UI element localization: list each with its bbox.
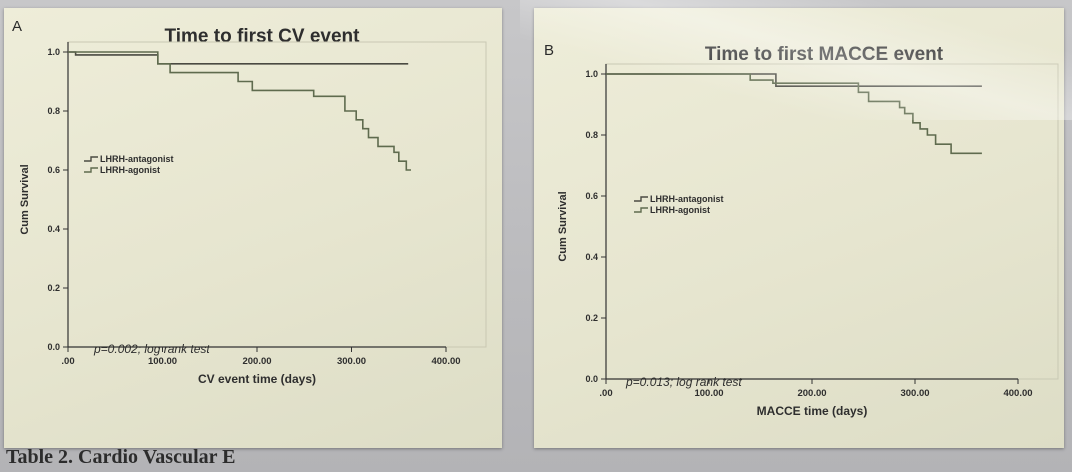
chart-a-x-tick-label-1: 100.00 (148, 356, 177, 367)
chart-b-legend-label-1: LHRH-agonist (650, 205, 710, 215)
chart-a-x-tick-label-2: 200.00 (242, 356, 271, 367)
table-caption: Table 2. Cardio Vascular E (6, 446, 236, 468)
chart-b: Time to first MACCE event 0.0 0.2 0.4 0.6 0.8… (557, 44, 1059, 418)
chart-b-y-tick-label-5: 1.0 (585, 69, 598, 79)
panel-a-letter: A (12, 18, 23, 35)
chart-b-y-tick-label-0: 0.0 (585, 374, 598, 384)
chart-b-x-tick-label-0: .00 (599, 388, 612, 399)
chart-a-y-tick-label-5: 1.0 (47, 47, 60, 57)
chart-a-y-tick-label-1: 0.2 (47, 283, 60, 293)
chart-a-p-value-annotation: p=0.002; log rank test (93, 342, 210, 356)
chart-a-x-tick-label-4: 400.00 (431, 356, 460, 367)
chart-b-legend-label-0: LHRH-antagonist (650, 194, 724, 204)
chart-b-y-tick-label-1: 0.2 (585, 313, 598, 323)
chart-b-legend-swatch-1 (634, 207, 648, 213)
chart-a-legend-swatch-1 (84, 167, 98, 173)
panel-a: A Time to first CV event 0.0 0.2 0.4 0.6 0.8 1… (4, 8, 502, 448)
chart-a-legend-label-0: LHRH-antagonist (100, 154, 174, 164)
chart-a-x-axis-label: CV event time (days) (198, 372, 316, 386)
chart-b-x-tick-label-4: 400.00 (1003, 388, 1032, 399)
chart-a-y-axis-label: Cum Survival (19, 164, 31, 234)
chart-a-series-antagonist-line (68, 51, 409, 65)
chart-a-x-tick-label-3: 300.00 (337, 356, 366, 367)
chart-a-y-tick-label-0: 0.0 (47, 342, 60, 352)
chart-b-legend-swatch-0 (634, 196, 648, 202)
chart-a-legend-swatch-0 (84, 156, 98, 162)
panel-b-letter: B (544, 42, 555, 59)
chart-b-plot-frame (605, 63, 1059, 380)
chart-a-y-tick-label-4: 0.8 (47, 106, 60, 116)
chart-a-series-agonist-line (68, 51, 411, 171)
chart-a-title: Time to first CV event (165, 26, 361, 47)
chart-b-p-value-annotation: p=0.013; log rank test (625, 375, 742, 389)
chart-a: Time to first CV event 0.0 0.2 0.4 0.6 0.8 1.0… (19, 26, 487, 386)
chart-b-x-axis-label: MACCE time (days) (757, 404, 868, 418)
chart-a-legend-label-1: LHRH-agonist (100, 165, 160, 175)
chart-b-y-tick-label-4: 0.8 (585, 130, 598, 140)
chart-b-x-tick-label-3: 300.00 (900, 388, 929, 399)
chart-a-y-tick-label-2: 0.4 (47, 224, 60, 234)
chart-b-y-axis-label: Cum Survival (557, 191, 569, 261)
panel-b: B Time to first MACCE event 0.0 0.2 0.4 0.6 0… (534, 8, 1064, 448)
chart-b-series-agonist-line (606, 73, 982, 155)
chart-a-plot-frame (67, 41, 487, 348)
chart-a-y-tick-label-3: 0.6 (47, 165, 60, 175)
chart-b-x-tick-label-2: 200.00 (797, 388, 826, 399)
chart-b-title: Time to first MACCE event (705, 44, 944, 65)
chart-b-y-tick-label-3: 0.6 (585, 191, 598, 201)
chart-b-y-tick-label-2: 0.4 (585, 252, 598, 262)
chart-b-series-antagonist-line (606, 73, 982, 87)
chart-b-x-tick-label-1: 100.00 (694, 388, 723, 399)
chart-a-x-tick-label-0: .00 (61, 356, 74, 367)
